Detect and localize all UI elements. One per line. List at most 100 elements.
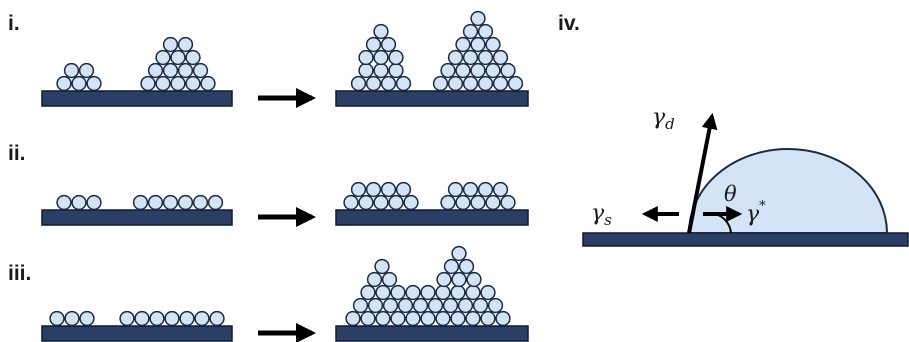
particle-iii-after: [360, 310, 376, 327]
particle-iii-after: [450, 310, 466, 327]
particle-i-after: [440, 62, 456, 79]
particle-i-before: [170, 75, 186, 92]
particle-ii-before: [147, 194, 164, 211]
particle-i-after: [365, 36, 382, 53]
particle-iii-after: [405, 284, 421, 301]
particle-i-before: [185, 75, 201, 92]
particle-iii-after: [451, 245, 467, 262]
particle-ii-before: [56, 194, 72, 211]
particle-i-before: [177, 36, 194, 53]
particle-i-after: [388, 49, 404, 66]
particle-i-before: [86, 75, 102, 92]
particle-i-after: [373, 62, 389, 79]
gamma-s-label: γs: [591, 201, 612, 229]
particle-iii-after: [427, 297, 444, 314]
particle-i-after: [455, 62, 471, 79]
particles: [49, 10, 524, 327]
particle-iii-after: [366, 271, 383, 288]
particle-iii-after: [420, 284, 436, 301]
particle-i-before: [200, 75, 216, 92]
particle-iii-after: [390, 310, 406, 327]
particle-i-after: [470, 62, 486, 79]
particle-i-after: [373, 23, 389, 40]
substrate-i-before: [41, 90, 233, 107]
particle-ii-after: [388, 194, 404, 211]
particle-ii-before: [207, 194, 224, 211]
particle-iii-after: [435, 310, 451, 327]
gamma-star-label: γ*: [746, 199, 766, 227]
particle-iii-after: [458, 258, 475, 275]
particle-ii-after: [440, 194, 456, 211]
particle-iii-after: [472, 297, 489, 314]
particle-ii-after: [365, 181, 382, 198]
particle-i-after: [380, 75, 397, 92]
particle-iii-after: [360, 284, 376, 301]
particle-ii-after: [350, 181, 367, 198]
particle-i-after: [462, 75, 479, 92]
particle-iii-after: [436, 271, 452, 288]
gamma-star-symbol: γ: [746, 202, 760, 227]
particle-iii-after: [412, 297, 429, 314]
gamma-d-label: γd: [652, 105, 675, 133]
particle-i-before: [170, 49, 186, 66]
particle-i-before: [155, 49, 171, 66]
particle-ii-after: [358, 194, 374, 211]
particle-i-after: [462, 23, 479, 40]
particle-iii-after: [375, 310, 391, 327]
particle-i-before: [177, 62, 194, 79]
particle-iii-after: [420, 310, 436, 327]
substrate-iv: [582, 232, 909, 247]
particle-ii-after: [373, 194, 389, 211]
particle-i-after: [492, 49, 509, 66]
gamma-s-symbol: γ: [591, 201, 605, 226]
gamma-star-superscript: *: [759, 199, 766, 214]
particle-iii-after: [375, 284, 391, 301]
particle-i-after: [350, 75, 367, 92]
particle-i-after: [358, 62, 374, 79]
particle-i-after: [470, 10, 486, 27]
particle-i-before: [192, 62, 209, 79]
process-arrows: [258, 88, 316, 342]
particle-iii-after: [442, 297, 459, 314]
particle-ii-before: [86, 194, 102, 211]
particle-i-after: [485, 62, 501, 79]
particle-i-after: [388, 62, 404, 79]
particle-ii-after: [343, 194, 359, 211]
gamma-d-subscript: d: [665, 115, 675, 133]
particle-ii-after: [455, 194, 471, 211]
particle-ii-after: [470, 194, 486, 211]
panel-label-iv: iv.: [558, 12, 580, 35]
particle-iii-after: [450, 284, 466, 301]
panel-label-iii: iii.: [8, 262, 31, 285]
particle-i-after: [447, 49, 464, 66]
particle-iii-after: [382, 297, 399, 314]
particle-i-after: [358, 49, 374, 66]
particle-i-after: [373, 49, 389, 66]
particle-iii-after: [390, 284, 406, 301]
droplet: [687, 148, 889, 234]
particle-iii-after: [352, 297, 369, 314]
particle-iii-after: [345, 310, 361, 327]
particle-iii-before: [209, 310, 225, 327]
particle-i-before: [162, 36, 179, 53]
gamma-d-vector: [687, 112, 718, 234]
particle-i-after: [380, 36, 397, 53]
particle-i-after: [477, 75, 494, 92]
particle-ii-before: [71, 194, 87, 211]
particle-iii-after: [457, 297, 474, 314]
particle-ii-after: [485, 194, 501, 211]
particle-i-before: [78, 62, 95, 79]
particle-i-after: [507, 75, 524, 92]
particle-i-before: [71, 75, 87, 92]
substrate-ii-before: [41, 209, 233, 226]
particle-i-after: [477, 49, 494, 66]
particle-ii-before: [177, 194, 194, 211]
particle-iii-before: [79, 310, 95, 327]
particle-ii-after: [447, 181, 464, 198]
theta-label: θ: [724, 182, 737, 206]
particle-i-before: [63, 62, 80, 79]
particle-iii-before: [179, 310, 195, 327]
particle-iii-after: [495, 310, 511, 327]
particle-iii-before: [49, 310, 65, 327]
